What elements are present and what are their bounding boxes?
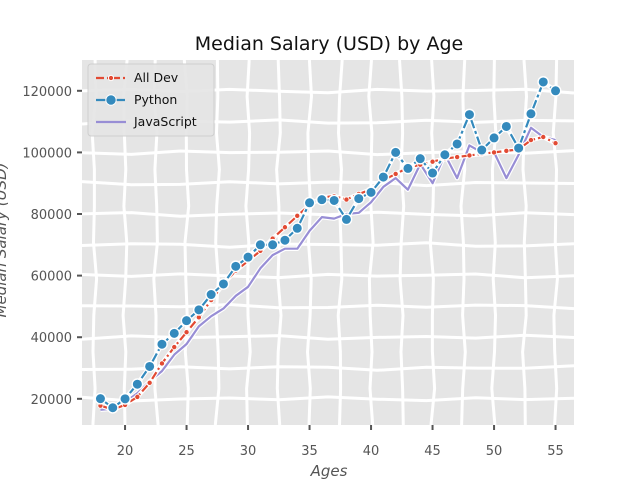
- y-tick-label: 20000: [31, 393, 72, 408]
- grid-line-vertical: [367, 59, 375, 426]
- grid-line-horizontal: [81, 302, 575, 311]
- data-point-python: [365, 186, 377, 199]
- data-point-python: [488, 132, 500, 144]
- data-point-python: [156, 338, 168, 351]
- y-tick-label: 60000: [31, 270, 72, 285]
- data-point-python: [315, 193, 328, 206]
- data-point-all-dev: [491, 149, 498, 156]
- grid-line-horizontal: [81, 241, 575, 249]
- legend-box: [87, 63, 215, 137]
- data-point-python: [377, 171, 390, 183]
- data-point-python: [254, 238, 267, 251]
- data-point-python: [180, 314, 193, 327]
- data-point-python: [229, 260, 242, 273]
- data-point-python: [303, 196, 316, 209]
- x-tick-label: 20: [117, 444, 134, 459]
- data-point-python: [328, 194, 341, 207]
- data-point-all-dev: [183, 329, 190, 336]
- data-point-python: [512, 142, 525, 154]
- data-point-python: [279, 234, 291, 247]
- data-point-python: [352, 192, 365, 205]
- data-point-python: [242, 251, 254, 264]
- x-tick-label: 25: [178, 444, 195, 459]
- data-point-python: [549, 84, 562, 97]
- data-point-python: [500, 120, 513, 133]
- legend-label: JavaScript: [133, 114, 197, 129]
- y-tick-label: 40000: [31, 331, 72, 346]
- data-point-python: [205, 288, 218, 301]
- data-point-python: [192, 303, 205, 316]
- data-point-python: [537, 76, 550, 88]
- data-point-python: [119, 392, 131, 405]
- data-point-all-dev: [552, 140, 559, 147]
- data-point-all-dev: [158, 360, 165, 367]
- data-point-all-dev: [429, 158, 436, 165]
- x-tick-label: 40: [363, 444, 380, 459]
- y-axis-label: Median Salary (USD): [0, 163, 10, 318]
- data-point-python: [131, 378, 144, 391]
- data-point-python: [426, 167, 439, 179]
- data-point-python: [143, 360, 156, 373]
- legend-marker-all-dev: [107, 74, 115, 82]
- grid-line-horizontal: [81, 210, 575, 218]
- data-point-python: [438, 148, 451, 161]
- legend-label: Python: [134, 92, 177, 107]
- data-point-python: [475, 144, 488, 156]
- data-point-all-dev: [454, 154, 461, 161]
- y-tick-label: 100000: [22, 146, 72, 161]
- data-point-all-dev: [540, 134, 547, 141]
- data-point-python: [340, 213, 353, 226]
- grid-line-vertical: [336, 59, 344, 426]
- data-point-python: [451, 138, 464, 150]
- data-point-all-dev: [392, 170, 399, 177]
- x-tick-label: 55: [547, 444, 564, 459]
- data-point-python: [402, 162, 414, 175]
- data-point-python: [389, 146, 402, 159]
- y-tick-label: 80000: [31, 208, 72, 223]
- data-point-python: [463, 108, 476, 121]
- data-point-python: [266, 238, 279, 251]
- chart-title: Median Salary (USD) by Age: [195, 33, 463, 55]
- data-point-python: [414, 152, 427, 165]
- grid-line-horizontal: [81, 180, 575, 188]
- grid-line-horizontal: [81, 272, 575, 280]
- data-point-python: [106, 401, 119, 414]
- data-point-all-dev: [294, 212, 301, 219]
- data-point-python: [94, 392, 107, 405]
- data-point-all-dev: [281, 224, 288, 231]
- data-point-all-dev: [527, 137, 534, 144]
- x-tick-label: 30: [240, 444, 257, 459]
- data-point-python: [291, 222, 304, 235]
- data-point-all-dev: [146, 379, 153, 386]
- data-point-python: [525, 107, 537, 120]
- x-axis-label: Ages: [310, 462, 348, 480]
- legend-label: All Dev: [134, 70, 179, 85]
- x-tick-label: 45: [424, 444, 441, 459]
- data-point-all-dev: [343, 196, 350, 203]
- data-point-all-dev: [466, 152, 473, 159]
- x-tick-label: 35: [301, 444, 318, 459]
- legend-marker-python: [105, 94, 117, 106]
- data-point-python: [217, 278, 230, 290]
- x-tick-label: 50: [486, 444, 503, 459]
- data-point-all-dev: [171, 344, 178, 351]
- data-point-all-dev: [134, 393, 141, 400]
- data-point-all-dev: [503, 147, 510, 154]
- grid-line-horizontal: [81, 333, 575, 341]
- grid-line-horizontal: [81, 395, 575, 403]
- data-point-python: [168, 327, 181, 340]
- y-tick-label: 120000: [22, 85, 72, 100]
